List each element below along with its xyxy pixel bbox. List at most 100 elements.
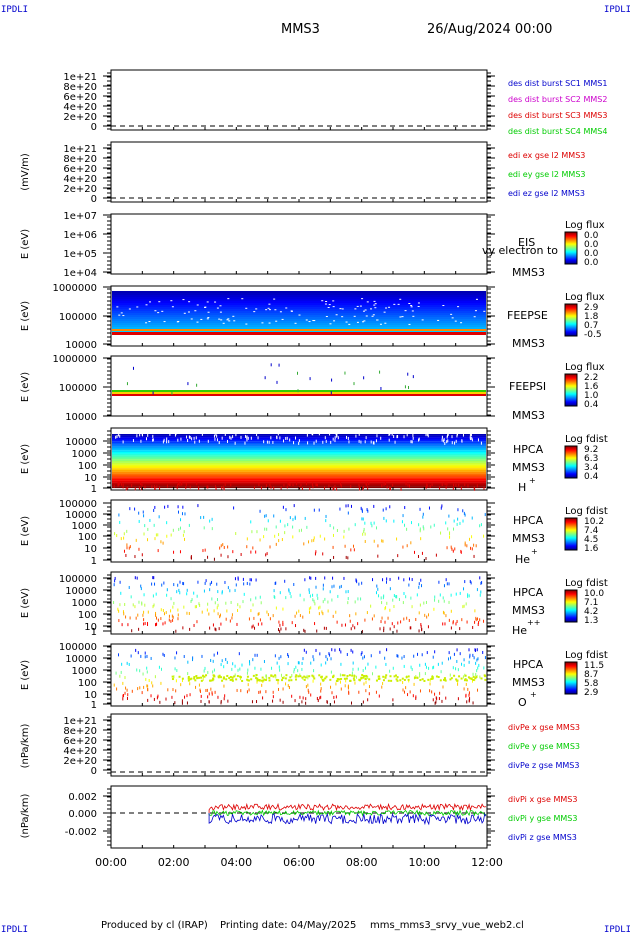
feepse-heat-cell (388, 306, 391, 308)
hpca-hepp-heat-cell (119, 603, 121, 607)
hpca-h-ytick-label: 100 (78, 461, 97, 472)
hpca-h-heat-cell (334, 436, 336, 440)
hpca-he-heat-cell (211, 527, 213, 531)
hpca-o-heat-cell (424, 672, 426, 676)
hpca-hepp-heat-cell (450, 609, 452, 613)
hpca-o-heat-cell (280, 655, 282, 659)
hpca-h-heat-cell (140, 439, 142, 443)
hpca-hepp-heat-cell (130, 595, 132, 599)
hpca-o-heat-cell (399, 679, 402, 682)
hpca-h-heat-cell (358, 485, 360, 489)
hpca-h-heat-cell (372, 441, 374, 445)
hpca-h-heat-cell (189, 485, 191, 489)
hpca-he-heat-cell (385, 519, 387, 523)
hpca-h-heat-cell (347, 436, 349, 440)
hpca-h-heat-cell (408, 484, 410, 488)
hpca-hepp-heat-cell (314, 622, 316, 626)
hpca-hepp-heat-cell (304, 578, 306, 582)
hpca-o-heat-cell (246, 675, 249, 678)
feepse-heat-cell (397, 303, 400, 305)
hpca-hepp-heat-cell (477, 623, 479, 627)
hpca-o-heat-cell (212, 674, 215, 677)
hpca-he-heat-cell (182, 505, 184, 509)
hpca-hepp-heat-cell (347, 597, 349, 601)
hpca-hepp-heat-cell (220, 622, 222, 626)
hpca-he-colorbar-tick: 1.6 (584, 544, 599, 554)
hpca-o-heat-cell (439, 691, 441, 695)
hpca-hepp-heat-cell (216, 606, 218, 610)
hpca-he-heat-cell (449, 532, 451, 536)
hpca-o-heat-cell (124, 691, 126, 695)
hpca-hepp-heat-cell (421, 627, 423, 631)
hpca-h-heat-cell (388, 438, 390, 442)
hpca-h-heat-cell (257, 436, 259, 440)
hpca-he-heat-cell (401, 520, 403, 524)
hpca-he-heat-cell (376, 526, 378, 530)
feepsi-heat-cell (264, 376, 266, 380)
hpca-o-heat-cell (193, 677, 196, 680)
feepse-heat-cell (112, 297, 486, 299)
hpca-o-heat-cell (158, 665, 160, 669)
hpca-o-heat-cell (324, 677, 327, 680)
hpca-h-heat-cell (391, 432, 393, 436)
hpca-h-heat-cell (405, 482, 407, 486)
hpca-hepp-heat-cell (138, 600, 140, 604)
hpca-o-heat-cell (260, 667, 262, 671)
feepse-heat-cell (437, 319, 440, 321)
hpca-o-heat-cell (223, 676, 226, 679)
hpca-o-heat-cell (200, 676, 203, 679)
hpca-hepp-heat-cell (463, 604, 465, 608)
hpca-hepp-heat-cell (216, 598, 218, 602)
hpca-hepp-heat-cell (249, 582, 251, 586)
hpca-o-label: HPCA (513, 658, 544, 671)
hpca-o-heat-cell (299, 673, 301, 677)
feepse-colorbar (564, 303, 578, 337)
eis-label: vy electron to (482, 244, 558, 257)
feepse-heat-cell (366, 301, 369, 303)
corner-label-top-right: IPDLI (604, 5, 630, 15)
hpca-o-heat-cell (221, 659, 223, 663)
hpca-o-heat-cell (311, 674, 314, 677)
hpca-hepp-heat-cell (124, 603, 126, 607)
hpca-o-heat-cell (472, 701, 474, 705)
hpca-he-heat-cell (267, 519, 269, 523)
divpe-series-label: divPe z gse MMS3 (508, 761, 579, 770)
hpca-he-heat-cell (382, 508, 384, 512)
hpca-he-heat-cell (348, 527, 350, 531)
hpca-hepp-heat-cell (385, 580, 387, 584)
feepse-heat-cell (383, 311, 386, 313)
hpca-o-heat-cell (280, 673, 282, 677)
hpca-o-heat-cell (402, 688, 404, 692)
hpca-h-heat-cell (451, 435, 453, 439)
hpca-he-heat-cell (265, 514, 267, 518)
hpca-o-heat-cell (167, 688, 169, 692)
hpca-hepp-heat-cell (157, 618, 159, 622)
hpca-he-heat-cell (251, 530, 253, 534)
hpca-o-heat-cell (411, 667, 413, 671)
hpca-o-heat-cell (235, 678, 238, 681)
hpca-he-heat-cell (149, 518, 151, 522)
hpca-o-ylabel: E (eV) (20, 660, 31, 690)
hpca-hepp-heat-cell (284, 579, 286, 583)
hpca-h-heat-cell (288, 483, 290, 487)
hpca-he-heat-cell (123, 549, 125, 553)
hpca-o-heat-cell (124, 676, 126, 680)
hpca-he-ytick-label: 1000 (72, 521, 97, 532)
eis-ytick-label: 1e+06 (63, 230, 97, 241)
hpca-he-heat-cell (385, 507, 387, 511)
hpca-h-heat-cell (127, 486, 129, 490)
hpca-he-heat-cell (419, 507, 421, 511)
hpca-o-heat-cell (317, 699, 319, 703)
hpca-h-colorbar-tick: 3.4 (584, 463, 599, 473)
hpca-h-heat-cell (358, 483, 360, 487)
hpca-hepp-heat-cell (418, 611, 420, 615)
hpca-hepp-ytick-label: 10000 (65, 586, 97, 597)
hpca-hepp-heat-cell (468, 594, 470, 598)
hpca-o-heat-cell (332, 674, 335, 677)
hpca-o-heat-cell (254, 666, 256, 670)
eis-ytick-label: 1e+05 (63, 249, 97, 260)
hpca-h-heat-cell (332, 437, 334, 441)
hpca-o-heat-cell (135, 648, 137, 652)
hpca-o-heat-cell (474, 677, 477, 680)
hpca-o-heat-cell (310, 693, 312, 697)
